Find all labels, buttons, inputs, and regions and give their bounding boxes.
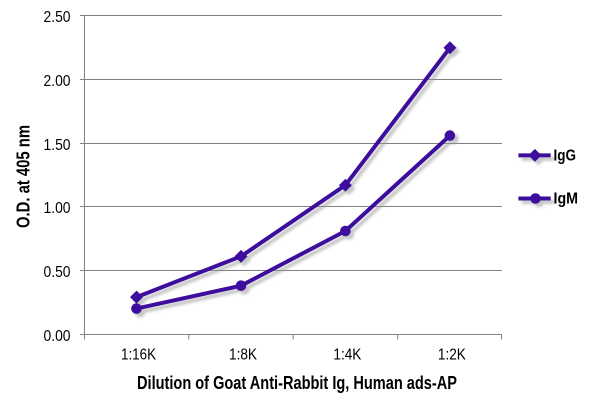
svg-text:1.00: 1.00 bbox=[44, 200, 71, 217]
svg-text:1:16K: 1:16K bbox=[121, 347, 156, 364]
svg-text:IgM: IgM bbox=[554, 190, 579, 207]
svg-text:Dilution of Goat Anti-Rabbit I: Dilution of Goat Anti-Rabbit Ig, Human a… bbox=[137, 373, 457, 393]
svg-text:2.00: 2.00 bbox=[44, 73, 71, 90]
svg-text:0.50: 0.50 bbox=[44, 264, 71, 281]
svg-text:1.50: 1.50 bbox=[44, 137, 71, 154]
svg-text:IgG: IgG bbox=[554, 148, 577, 165]
svg-text:0.00: 0.00 bbox=[44, 328, 71, 345]
svg-text:O.D. at 405 nm: O.D. at 405 nm bbox=[14, 125, 34, 228]
svg-text:1:8K: 1:8K bbox=[229, 347, 257, 364]
svg-text:1:4K: 1:4K bbox=[333, 347, 361, 364]
svg-text:2.50: 2.50 bbox=[44, 9, 71, 26]
svg-text:1:2K: 1:2K bbox=[438, 347, 466, 364]
